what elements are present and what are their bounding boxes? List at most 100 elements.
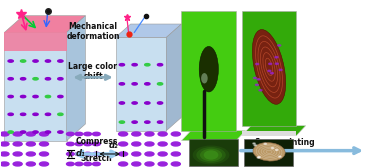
Circle shape: [45, 95, 51, 98]
Ellipse shape: [196, 147, 226, 163]
Circle shape: [272, 63, 275, 64]
Circle shape: [75, 162, 83, 166]
Circle shape: [251, 80, 254, 81]
Text: fingerprinting: fingerprinting: [255, 138, 315, 147]
Circle shape: [145, 121, 150, 123]
Circle shape: [258, 157, 260, 158]
Circle shape: [157, 121, 163, 123]
Circle shape: [0, 162, 9, 166]
Circle shape: [132, 142, 141, 146]
Polygon shape: [5, 32, 67, 141]
Polygon shape: [166, 24, 181, 131]
Polygon shape: [116, 24, 181, 37]
Circle shape: [20, 60, 26, 62]
Circle shape: [145, 142, 154, 146]
Circle shape: [119, 162, 128, 166]
Circle shape: [75, 132, 83, 136]
Circle shape: [8, 95, 13, 98]
Circle shape: [171, 132, 180, 136]
Circle shape: [271, 148, 274, 149]
Circle shape: [277, 39, 280, 40]
Text: d₁: d₁: [76, 150, 86, 158]
Circle shape: [58, 95, 63, 98]
Circle shape: [67, 162, 74, 166]
Polygon shape: [189, 139, 238, 166]
Circle shape: [93, 132, 100, 136]
Polygon shape: [67, 16, 85, 141]
Circle shape: [119, 132, 128, 136]
Circle shape: [39, 152, 48, 156]
Circle shape: [75, 142, 83, 146]
Ellipse shape: [201, 73, 208, 83]
Circle shape: [145, 162, 154, 166]
Polygon shape: [242, 126, 306, 136]
Circle shape: [58, 60, 63, 62]
Circle shape: [93, 142, 100, 146]
Circle shape: [33, 60, 38, 62]
Circle shape: [20, 78, 26, 80]
Text: Mechanical: Mechanical: [68, 22, 118, 31]
Circle shape: [75, 152, 83, 156]
Polygon shape: [5, 32, 67, 51]
Circle shape: [157, 64, 163, 66]
Circle shape: [8, 60, 13, 62]
Circle shape: [84, 142, 91, 146]
Polygon shape: [116, 37, 166, 131]
Circle shape: [84, 152, 91, 156]
Circle shape: [264, 78, 267, 80]
Polygon shape: [5, 16, 85, 32]
Text: Color: Color: [274, 128, 296, 137]
Text: Stretch: Stretch: [81, 154, 113, 163]
Circle shape: [67, 152, 74, 156]
Circle shape: [58, 113, 63, 115]
Circle shape: [93, 162, 100, 166]
Circle shape: [145, 83, 150, 85]
Circle shape: [45, 113, 51, 115]
Circle shape: [259, 38, 262, 39]
Circle shape: [33, 95, 38, 98]
Circle shape: [119, 64, 125, 66]
Circle shape: [26, 152, 35, 156]
Text: deformation: deformation: [66, 32, 120, 41]
Circle shape: [58, 78, 63, 80]
Circle shape: [262, 76, 265, 77]
Circle shape: [45, 60, 51, 62]
Circle shape: [276, 149, 278, 150]
Circle shape: [119, 142, 128, 146]
Circle shape: [45, 78, 51, 80]
Ellipse shape: [200, 149, 222, 161]
Circle shape: [33, 78, 38, 80]
Circle shape: [58, 131, 63, 133]
Circle shape: [257, 157, 259, 158]
Circle shape: [132, 121, 137, 123]
Circle shape: [132, 132, 141, 136]
Circle shape: [119, 83, 125, 85]
Circle shape: [26, 162, 35, 166]
Circle shape: [0, 152, 9, 156]
Circle shape: [171, 142, 180, 146]
Circle shape: [157, 83, 163, 85]
Circle shape: [26, 132, 35, 136]
Circle shape: [13, 132, 22, 136]
Circle shape: [33, 131, 38, 133]
Ellipse shape: [204, 150, 218, 160]
Circle shape: [145, 152, 154, 156]
Circle shape: [119, 121, 125, 123]
Circle shape: [254, 145, 256, 146]
Text: Large color: Large color: [68, 62, 118, 71]
Circle shape: [271, 95, 274, 97]
Ellipse shape: [253, 142, 285, 161]
Circle shape: [264, 143, 266, 144]
Circle shape: [20, 113, 26, 115]
Ellipse shape: [193, 145, 229, 164]
Circle shape: [279, 156, 281, 157]
Circle shape: [272, 36, 274, 37]
Circle shape: [26, 142, 35, 146]
Circle shape: [45, 131, 51, 133]
Circle shape: [253, 143, 255, 144]
Circle shape: [84, 132, 91, 136]
Circle shape: [119, 102, 125, 104]
Polygon shape: [181, 131, 245, 141]
Circle shape: [145, 102, 150, 104]
Circle shape: [8, 78, 13, 80]
